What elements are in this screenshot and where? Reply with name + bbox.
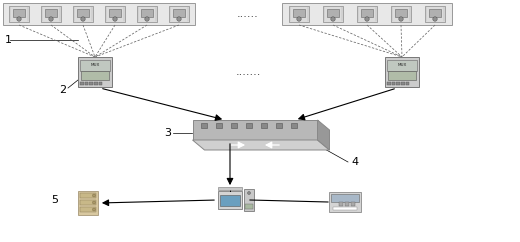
Bar [3,3,195,25]
Polygon shape [192,120,318,140]
Bar [94,82,98,85]
Bar [41,6,61,22]
Bar [218,191,242,209]
Bar [323,6,343,22]
Bar [388,71,416,80]
Bar [345,202,349,206]
Bar [293,9,305,17]
Bar [327,9,339,17]
Bar [173,9,185,17]
Bar [201,123,206,128]
Circle shape [248,191,251,195]
Circle shape [93,201,96,204]
Bar [282,3,452,25]
Text: 4: 4 [352,157,359,167]
Circle shape [331,17,335,21]
Text: MUX: MUX [90,63,100,67]
Bar [137,6,157,22]
Bar [406,82,409,85]
Bar [80,193,96,198]
Circle shape [399,17,403,21]
Bar [387,82,391,85]
Bar [391,6,411,22]
Bar [13,9,25,17]
Bar [85,82,88,85]
Text: ......: ...... [237,9,259,19]
Bar [401,82,405,85]
Circle shape [113,17,117,21]
Circle shape [17,17,21,21]
Bar [9,6,29,22]
Bar [392,82,395,85]
Circle shape [93,208,96,211]
Circle shape [145,17,149,21]
Bar [89,82,93,85]
Circle shape [297,17,301,21]
Bar [329,192,361,212]
Circle shape [365,17,369,21]
Bar [396,82,400,85]
Bar [425,6,445,22]
Bar [245,123,252,128]
Bar [395,9,407,17]
Bar [429,9,441,17]
Bar [80,60,110,70]
Bar [331,194,359,202]
Bar [81,71,109,80]
Bar [109,9,121,17]
Bar [357,6,377,22]
Bar [78,191,98,215]
Bar [215,123,222,128]
Text: MUX: MUX [397,63,407,67]
Bar [387,60,417,70]
Bar [99,82,102,85]
Bar [244,189,254,211]
Bar [73,6,93,22]
Bar [78,57,112,87]
Text: .......: ....... [236,67,261,77]
Bar [261,123,267,128]
Bar [220,195,240,206]
Bar [80,200,96,205]
Circle shape [433,17,437,21]
Bar [105,6,125,22]
Bar [276,123,281,128]
Bar [361,9,373,17]
Bar [385,57,419,87]
Text: 5: 5 [51,195,58,205]
Bar [351,202,355,206]
Text: 1: 1 [5,35,11,45]
Circle shape [81,17,85,21]
Text: 3: 3 [164,128,172,138]
Bar [218,187,242,190]
Bar [291,123,296,128]
Text: 2: 2 [59,85,67,95]
Circle shape [177,17,181,21]
Bar [289,6,309,22]
Bar [245,204,253,209]
Bar [339,202,343,206]
Bar [169,6,189,22]
Polygon shape [318,120,330,150]
Bar [141,9,153,17]
Bar [77,9,89,17]
Bar [80,207,96,212]
Bar [45,9,57,17]
Bar [230,123,237,128]
Polygon shape [192,140,330,150]
Circle shape [49,17,53,21]
Bar [80,82,84,85]
Bar [333,207,357,210]
Circle shape [93,194,96,197]
